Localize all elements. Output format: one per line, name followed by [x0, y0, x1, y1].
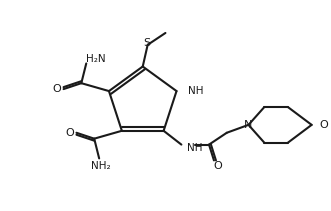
Text: NH: NH [187, 143, 203, 153]
Text: O: O [52, 84, 61, 94]
Text: O: O [65, 128, 74, 138]
Text: NH: NH [188, 86, 204, 96]
Text: H₂N: H₂N [86, 54, 106, 64]
Text: N: N [244, 120, 253, 130]
Text: O: O [213, 161, 222, 171]
Text: S: S [143, 38, 150, 48]
Text: NH₂: NH₂ [91, 161, 111, 171]
Text: O: O [319, 120, 328, 130]
